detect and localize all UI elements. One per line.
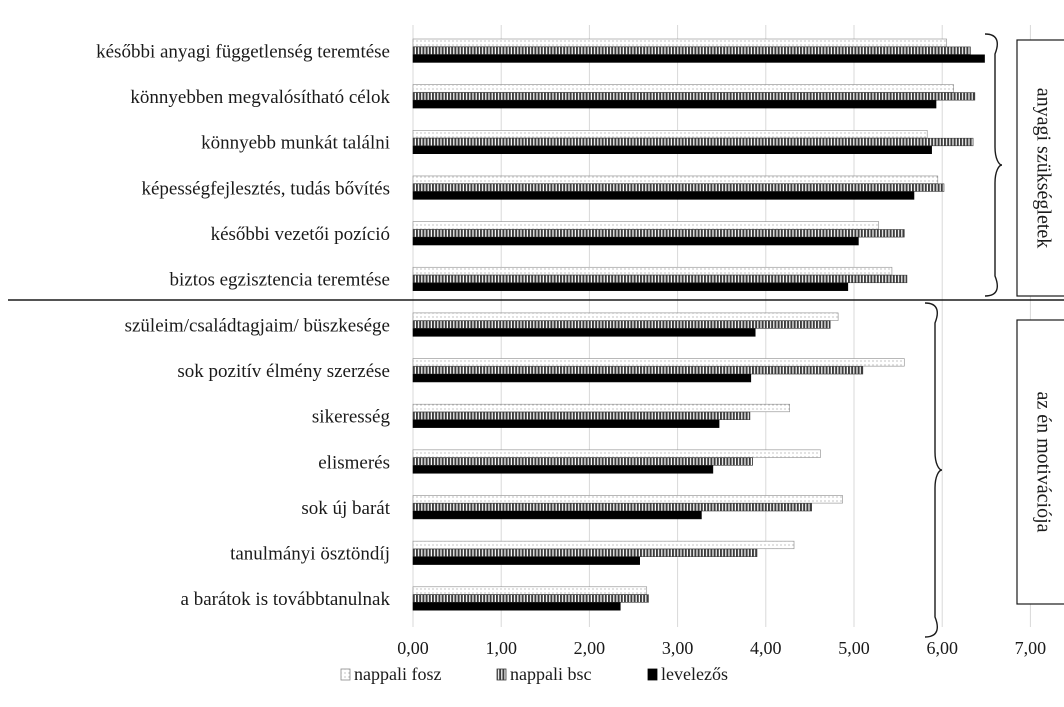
bar [412,237,859,246]
bar [412,540,795,550]
category-label: sok új barát [301,498,390,519]
category-label: könnyebben megvalósítható célok [130,87,390,108]
category-label: elismerés [318,452,390,473]
category-label: biztos egzisztencia teremtése [169,270,390,291]
x-tick-label: 5,00 [838,638,870,658]
bar [412,403,790,413]
bar [412,594,649,603]
category-label: sok pozitív élmény szerzése [177,361,390,382]
group-annotations: anyagi szükségletek az én motivációja [924,33,1064,638]
category-label: a barátok is továbbtanulnak [181,589,391,610]
bar [412,312,839,321]
legend-label: nappali fosz [354,664,441,684]
bar [412,54,985,63]
x-tick-label: 6,00 [926,638,958,658]
bar [412,191,915,200]
legend-label: nappali bsc [510,664,591,684]
bar [412,510,702,520]
category-label: sikeresség [312,407,391,428]
bar [412,548,758,557]
bar [412,503,812,512]
category-label: szüleim/családtagjaim/ büszkesége [125,315,390,336]
x-tick-label: 0,00 [397,638,429,658]
bar [412,602,621,611]
legend-label: levelezős [661,664,728,684]
bar [412,495,843,504]
bar [412,38,947,47]
category-label: tanulmányi ösztöndíj [230,544,390,565]
bar [412,586,648,595]
bar [412,46,971,55]
bar [412,221,879,230]
bar [412,328,756,337]
bar [412,366,864,375]
bar [412,145,932,155]
x-tick-label: 7,00 [1015,638,1047,658]
group-box [1016,39,1064,297]
legend-swatch [496,668,507,681]
bar [412,274,908,284]
x-tick-label: 3,00 [662,638,694,658]
x-tick-label: 2,00 [574,638,606,658]
bar [412,449,821,458]
x-tick-label: 4,00 [750,638,782,658]
group-box [1016,319,1064,605]
bar [412,556,640,565]
group-brace [984,33,1003,297]
bars [412,38,985,611]
group-label: az én motivációja [1032,391,1054,532]
bar [412,411,751,421]
legend-swatch [647,668,658,681]
bar [412,137,974,147]
category-labels: későbbi anyagi függetlenség teremtése kön… [96,41,391,610]
category-label: könnyebb munkát találni [201,133,390,154]
group-label: anyagi szükségletek [1032,88,1054,249]
bar [412,183,945,192]
bar [412,419,720,428]
bar [412,465,714,474]
bar [412,282,849,291]
bar [412,130,928,139]
bar [412,266,893,276]
category-label: későbbi anyagi függetlenség teremtése [96,41,390,62]
bar [412,92,976,101]
legend: nappali fosz nappali bsc levelezős [340,664,728,684]
bar [412,320,831,329]
bar [412,358,905,367]
bar [412,457,753,466]
group-brace [924,302,943,638]
category-label: képességfejlesztés, tudás bővítés [141,178,390,199]
bar [412,175,939,184]
bar [412,229,905,238]
bar [412,374,752,383]
bar [412,100,937,109]
bar [412,84,954,93]
x-tick-labels: 0,00 1,00 2,00 3,00 4,00 5,00 6,00 7,00 [397,638,1046,658]
x-tick-label: 1,00 [485,638,517,658]
legend-swatch [340,668,351,681]
category-label: későbbi vezetői pozíció [211,224,390,245]
